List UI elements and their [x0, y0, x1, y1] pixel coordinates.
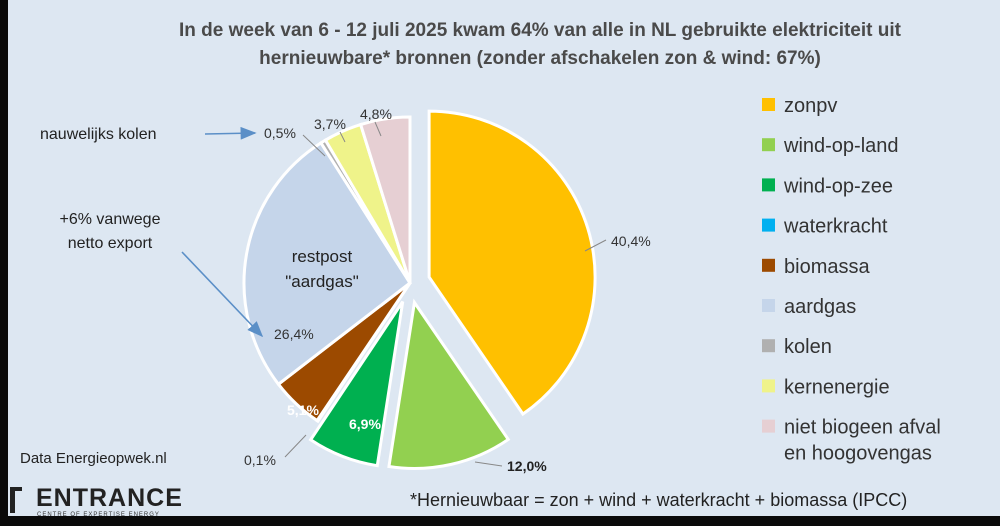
legend-swatch-0 [762, 98, 775, 111]
pie-slices [242, 109, 597, 470]
legend-swatch-7 [762, 379, 775, 393]
restpost-label-line2: "aardgas" [285, 272, 359, 291]
label-kolen: 0,5% [264, 125, 296, 141]
legend-label-8: niet biogeen afval [784, 417, 941, 439]
footnote: *Hernieuwbaar = zon + wind + waterkracht… [410, 490, 907, 510]
label-aardgas: 26,4% [274, 326, 314, 342]
legend-swatch-1 [762, 138, 775, 152]
legend-label-0: zonpv [784, 95, 837, 117]
legend-label-8-line2: en hoogovengas [784, 443, 932, 465]
logo-mark [10, 487, 15, 513]
legend-swatch-6 [762, 339, 775, 353]
pie-slice-aardgas [242, 140, 413, 387]
legend-label-7: kernenergie [784, 376, 890, 398]
legend-swatch-2 [762, 178, 775, 192]
legend-swatch-3 [762, 218, 775, 232]
annotation-export-line1: +6% vanwege [60, 211, 161, 228]
legend-label-6: kolen [784, 336, 832, 358]
leader-afval [374, 121, 382, 137]
data-source: Data Energieopwek.nl [20, 450, 167, 467]
label-kernenergie: 3,7% [314, 116, 346, 132]
label-waterkracht: 0,1% [244, 452, 276, 468]
legend-label-1: wind-op-land [783, 135, 899, 157]
restpost-label-line1: restpost [292, 247, 353, 266]
legend-swatch-5 [762, 299, 775, 312]
pie-slice-niet-biogeen-afval-en-hoogovengas [358, 115, 412, 284]
legend-swatch-4 [762, 258, 775, 272]
logo-mark-top [10, 487, 22, 491]
logo-subtext: CENTRE OF EXPERTISE ENERGY [37, 512, 160, 518]
annotation-kolen: nauwelijks kolen [40, 126, 157, 143]
legend-swatch-8 [762, 419, 775, 433]
label-zonpv: 40,4% [611, 233, 651, 249]
chart-title-line1: In de week van 6 - 12 juli 2025 kwam 64%… [179, 20, 902, 41]
legend-label-5: aardgas [784, 296, 856, 318]
label-afval: 4,8% [360, 106, 392, 122]
arrow-export [181, 251, 264, 338]
leader-waterkracht [284, 434, 307, 458]
leader-zonpv [584, 239, 607, 252]
legend-label-3: waterkracht [783, 216, 888, 238]
pie-slice-wind-op-land [387, 298, 511, 470]
leader-kernenergie [339, 131, 346, 143]
arrow-kolen [204, 126, 257, 140]
label-biomassa: 5,1% [287, 402, 319, 418]
leader-lines [284, 121, 607, 467]
entrance-logo: ENTRANCE CENTRE OF EXPERTISE ENERGY [10, 484, 183, 518]
label-wind-op-land: 12,0% [507, 458, 547, 474]
logo-text: ENTRANCE [36, 484, 183, 512]
annotation-export-line2: netto export [68, 235, 153, 252]
chart-title-line2: hernieuwbare* bronnen (zonder afschakele… [259, 48, 821, 69]
legend: zonpv wind-op-land wind-op-zee waterkracht b… [762, 95, 941, 465]
legend-label-2: wind-op-zee [783, 175, 893, 197]
pie-slice-wind-op-zee [308, 300, 405, 468]
leader-kolen [302, 134, 326, 157]
leader-wind-op-land [474, 461, 503, 467]
pie-slice-zonpv [427, 109, 597, 417]
label-wind-op-zee: 6,9% [349, 416, 381, 432]
legend-label-4: biomassa [784, 256, 870, 278]
